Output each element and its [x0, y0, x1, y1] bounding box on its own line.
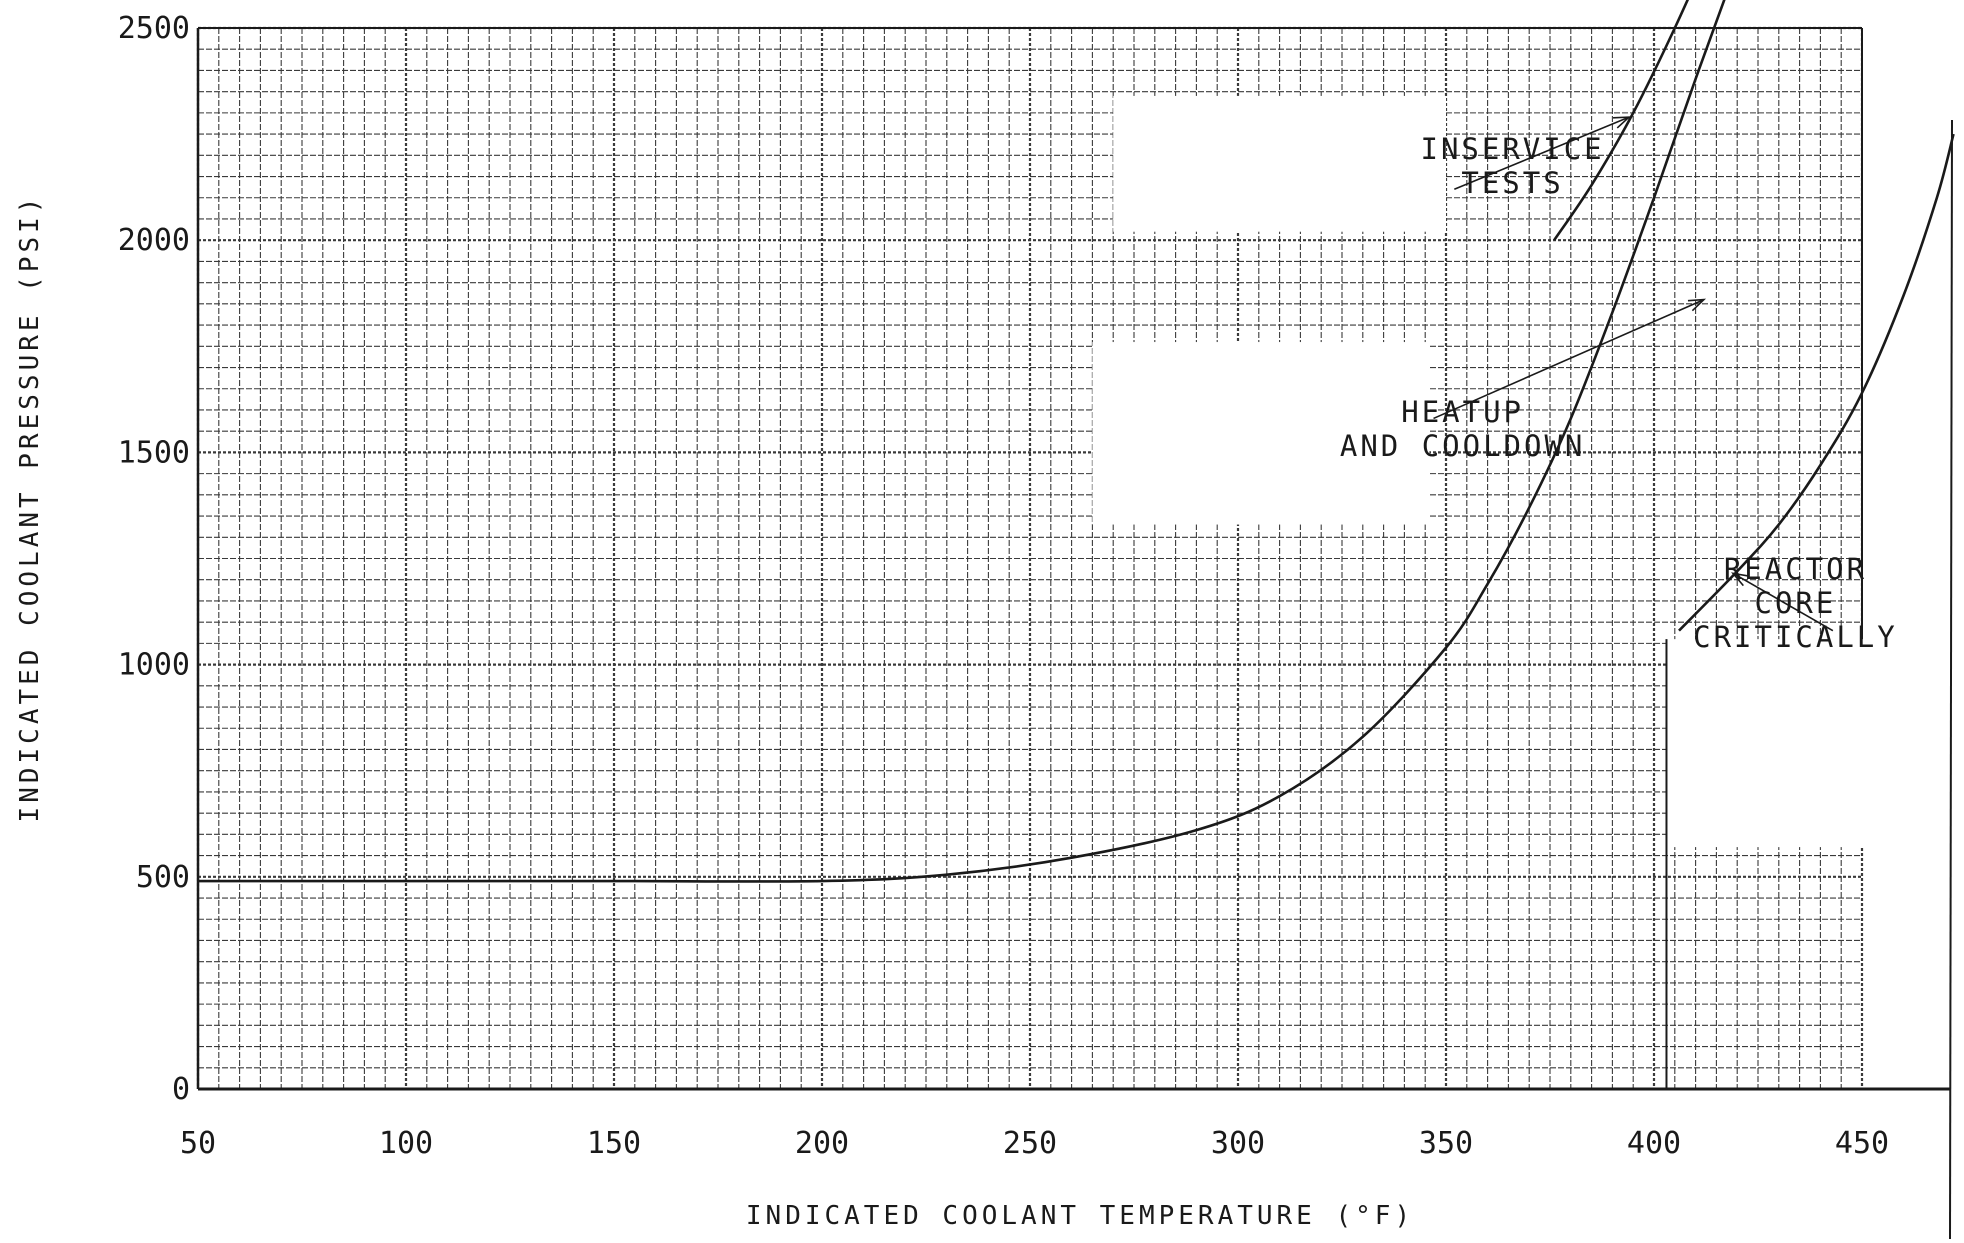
- x-tick-label: 200: [795, 1126, 849, 1161]
- x-tick-label: 150: [587, 1126, 641, 1161]
- x-tick-label: 50: [180, 1126, 216, 1161]
- x-tick-label: 300: [1211, 1126, 1265, 1161]
- x-tick-label: 250: [1003, 1126, 1057, 1161]
- page-edge-line: [1949, 119, 1953, 1240]
- white-label-blocks: [1092, 28, 1954, 1089]
- grid-layer: [196, 26, 1864, 1091]
- annotation-label-line: INSERVICE: [1420, 132, 1604, 166]
- y-axis-title: INDICATED COOLANT PRESSURE (PSI): [15, 194, 45, 823]
- y-tick-label: 500: [136, 860, 190, 895]
- inservice-label-block: [1113, 95, 1446, 232]
- reactor-leader-arrowhead: [1731, 572, 1749, 587]
- labels: 50 100 150 200 250 300 350 400 450 0 500 1000 1500 20…: [118, 11, 1889, 1161]
- annotation-label-line: HEATUP: [1401, 395, 1524, 429]
- y-tick-label: 2500: [118, 11, 190, 46]
- x-axis-title: INDICATED COOLANT TEMPERATURE (°F): [746, 1201, 1414, 1231]
- inservice-leader: [1454, 116, 1630, 191]
- reactor-label-block-upper: [1666, 639, 1862, 848]
- y-tick-label: 1000: [118, 648, 190, 683]
- reactor-leader: [1732, 572, 1834, 632]
- annotation-label-line: TESTS: [1461, 166, 1563, 200]
- heatup-label-block: [1092, 342, 1430, 525]
- annotation-label-line: CORE: [1755, 586, 1837, 620]
- x-tick-label: 100: [379, 1126, 433, 1161]
- heatup-leader-arrowhead: [1687, 298, 1707, 312]
- annotation-label-line: REACTOR: [1724, 552, 1867, 586]
- x-tick-label: 400: [1627, 1126, 1681, 1161]
- y-tick-label: 0: [172, 1072, 190, 1107]
- axes: [196, 27, 1953, 1240]
- x-tick-label: 450: [1835, 1126, 1889, 1161]
- y-tick-label: 2000: [118, 223, 190, 258]
- annotation-label-line: CRITICALLY: [1693, 620, 1898, 654]
- curve-heatup-and-cooldown: [198, 0, 1726, 883]
- annotation-label-line: AND COOLDOWN: [1340, 429, 1586, 463]
- curve-reactor-core-critically: [1678, 133, 1955, 632]
- curve-inservice-tests: [1553, 0, 1690, 241]
- heatup-leader: [1433, 298, 1705, 420]
- inservice-leader-arrowhead: [1613, 116, 1632, 129]
- y-tick-label: 1500: [118, 435, 190, 470]
- reactor-label-block-side: [1862, 28, 1954, 848]
- x-tick-label: 350: [1419, 1126, 1473, 1161]
- curves: [198, 0, 1955, 883]
